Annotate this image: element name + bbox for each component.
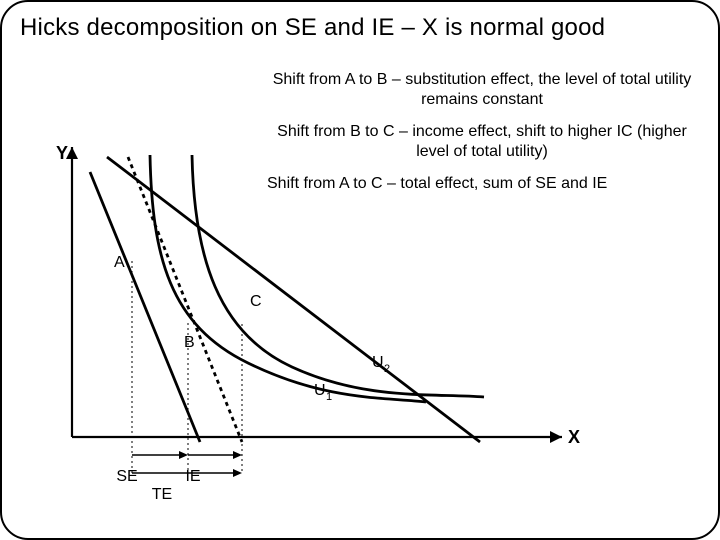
u1-label: U 1 [314,382,332,403]
u2-label: U 2 [372,354,390,375]
budget-lines [90,157,480,442]
note-se: Shift from A to B – substitution effect,… [267,70,697,110]
slide-frame: Hicks decomposition on SE and IE – X is … [0,0,720,540]
indifference-curves [150,155,484,402]
effect-labels: SE IE TE [96,468,228,504]
point-c-label: C [250,293,262,310]
hicks-chart: Y X A B C U 1 U 2 [52,137,612,477]
svg-text:1: 1 [326,391,332,403]
drop-lines [132,261,242,473]
x-axis-label: X [568,427,580,447]
svg-text:U: U [372,354,384,371]
svg-text:U: U [314,382,326,399]
slide-title: Hicks decomposition on SE and IE – X is … [20,14,700,42]
y-axis-label: Y [56,143,68,163]
point-b-label: B [184,334,195,351]
te-label: TE [96,486,212,504]
axes: Y X [56,143,580,447]
svg-text:2: 2 [384,363,390,375]
se-label: SE [96,468,158,486]
point-a-label: A [114,254,125,271]
ie-label: IE [158,468,228,486]
